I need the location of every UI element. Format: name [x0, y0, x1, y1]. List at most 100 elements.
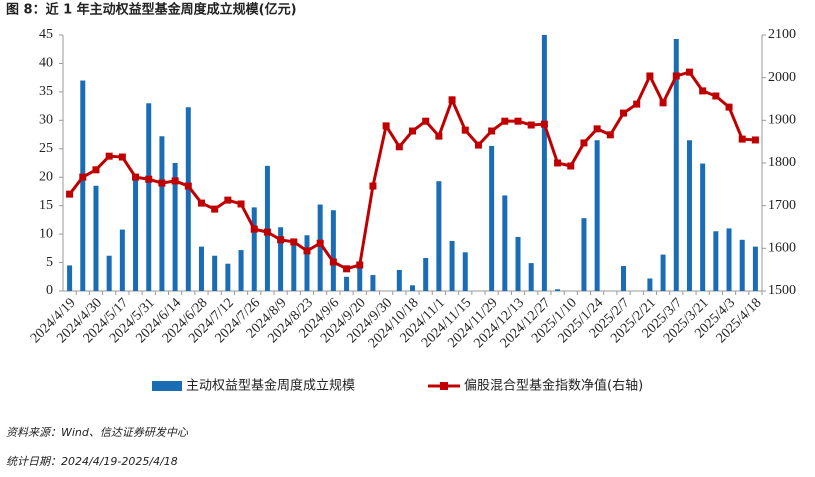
bar	[146, 103, 152, 292]
bar	[212, 255, 218, 291]
bar	[80, 80, 86, 291]
line-marker	[738, 135, 746, 143]
line-marker	[712, 92, 720, 100]
line-marker	[606, 131, 614, 139]
bar	[502, 195, 508, 291]
bar	[330, 210, 336, 291]
bar	[660, 254, 666, 291]
y2-tick-label: 1900	[768, 113, 796, 128]
bar	[304, 235, 310, 291]
line-marker	[356, 261, 364, 269]
bar	[119, 229, 125, 291]
date-note: 统计日期：2024/4/19-2025/4/18	[6, 455, 178, 468]
bar	[686, 140, 692, 291]
chart-title: 图 8：近 1 年主动权益型基金周度成立规模(亿元)	[6, 2, 297, 18]
line	[68, 70, 756, 271]
y2-tick-label: 1700	[768, 198, 796, 213]
y-tick-label: 45	[39, 27, 53, 42]
line-marker	[66, 190, 74, 198]
bar	[555, 289, 561, 291]
bar	[159, 136, 165, 291]
bar	[739, 239, 745, 291]
line-marker	[395, 143, 403, 151]
bar	[528, 263, 534, 291]
y2-tick-label: 1500	[768, 283, 796, 298]
bar	[541, 35, 547, 291]
bar	[357, 265, 363, 291]
y-tick-label: 15	[39, 198, 53, 213]
line-marker	[409, 127, 416, 135]
line-marker	[527, 121, 535, 129]
bar	[489, 145, 495, 291]
bar	[410, 285, 415, 291]
bar	[449, 240, 455, 291]
line-marker	[633, 100, 641, 108]
line-marker	[448, 96, 456, 104]
y-tick-label: 10	[39, 226, 53, 241]
bar	[106, 255, 112, 291]
line-marker	[382, 122, 390, 130]
line-marker	[659, 99, 667, 107]
line-marker	[237, 200, 245, 208]
line-marker	[329, 258, 337, 266]
bar	[647, 278, 653, 291]
line-marker	[685, 68, 693, 76]
y-tick-label: 5	[46, 255, 53, 270]
line-marker	[263, 228, 271, 236]
line-marker	[435, 132, 443, 140]
y2-tick-label: 2100	[768, 27, 796, 42]
bar	[621, 265, 627, 291]
line-marker	[699, 87, 707, 95]
y-tick-label: 35	[39, 84, 53, 99]
bar	[238, 250, 244, 291]
y-tick-label: 25	[39, 141, 53, 156]
legend-swatch	[152, 381, 182, 391]
y2-tick-label: 1600	[768, 241, 796, 256]
legend-label: 偏股混合型基金指数净值(右轴)	[464, 378, 643, 394]
line-marker	[92, 166, 100, 174]
line-marker	[540, 120, 548, 128]
line-marker	[105, 152, 113, 160]
bar	[225, 263, 231, 291]
line-marker	[184, 182, 192, 190]
line-marker	[567, 162, 575, 170]
bar	[198, 246, 204, 291]
bar	[93, 185, 99, 291]
bar	[594, 140, 600, 291]
line-marker	[343, 265, 351, 273]
bar	[264, 165, 270, 291]
line-marker	[501, 117, 509, 125]
source-note: 资料来源：Wind、信达证券研发中心	[6, 426, 189, 439]
bar	[462, 252, 468, 291]
line-marker	[620, 109, 628, 117]
line-marker	[751, 136, 759, 144]
line-marker	[158, 179, 166, 187]
bar	[317, 204, 323, 291]
bar	[726, 228, 732, 291]
bar	[396, 269, 402, 291]
bar	[370, 275, 376, 291]
bar	[172, 163, 178, 291]
line-marker	[171, 177, 179, 185]
y-tick-label: 40	[39, 56, 53, 71]
line-marker	[646, 72, 654, 80]
line-marker	[316, 239, 324, 247]
bar	[673, 38, 679, 291]
line-marker	[593, 125, 601, 133]
line-marker	[250, 225, 258, 233]
bar	[278, 227, 284, 291]
bar	[67, 265, 73, 291]
line-marker	[277, 236, 285, 244]
bar	[436, 181, 442, 291]
line-marker	[290, 238, 298, 246]
bar	[515, 236, 521, 291]
line-marker	[488, 127, 496, 135]
line-marker	[474, 141, 482, 149]
bar	[581, 218, 587, 291]
line-marker	[197, 199, 205, 207]
y-tick-label: 30	[39, 113, 53, 128]
bar	[700, 163, 706, 291]
bar	[133, 174, 139, 291]
line-marker	[369, 182, 377, 190]
bar	[251, 207, 257, 291]
